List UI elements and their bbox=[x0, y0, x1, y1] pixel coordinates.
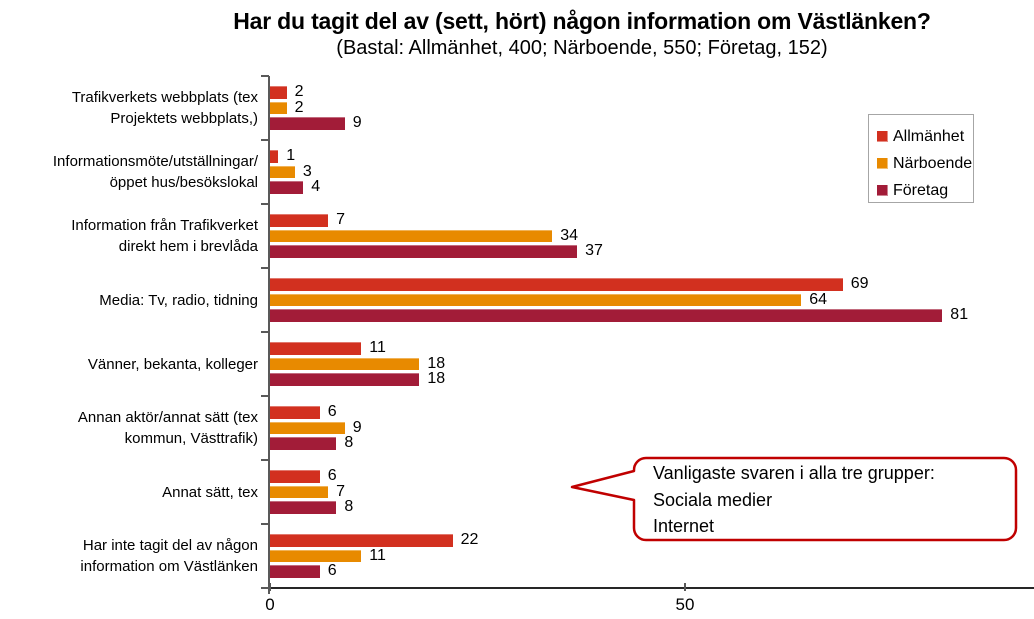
y-axis bbox=[268, 76, 270, 594]
bar-närboende bbox=[270, 549, 362, 562]
category-label: Media: Tv, radio, tidning bbox=[99, 291, 258, 309]
y-axis-tick bbox=[261, 587, 269, 589]
category-label: Annat sätt, tex bbox=[162, 483, 258, 501]
value-label: 2 bbox=[294, 98, 304, 116]
bar-allmänhet bbox=[270, 342, 362, 355]
legend-label: Allmänhet bbox=[893, 127, 965, 145]
value-label: 8 bbox=[344, 434, 354, 452]
category-label: Har inte tagit del av någon information … bbox=[80, 537, 258, 575]
bar-företag bbox=[270, 309, 943, 322]
legend-item-företag: Företag bbox=[877, 177, 973, 204]
callout-line: Vanligaste svaren i alla tre grupper: bbox=[653, 463, 935, 483]
bar-allmänhet bbox=[270, 86, 287, 99]
value-label: 64 bbox=[809, 290, 827, 308]
bar-närboende bbox=[270, 229, 553, 242]
bar-allmänhet bbox=[270, 214, 329, 227]
value-label: 11 bbox=[369, 546, 386, 564]
value-label: 81 bbox=[950, 306, 969, 324]
value-label: 11 bbox=[369, 339, 386, 357]
legend-swatch-icon bbox=[877, 131, 888, 142]
x-axis-tick bbox=[684, 583, 686, 591]
bar-närboende bbox=[270, 357, 420, 370]
y-axis-tick bbox=[261, 331, 269, 333]
value-label: 22 bbox=[460, 531, 479, 549]
value-label: 69 bbox=[850, 275, 869, 293]
value-label: 9 bbox=[352, 114, 362, 132]
legend-label: Närboende bbox=[893, 154, 973, 172]
y-axis-tick bbox=[261, 267, 269, 269]
bar-företag bbox=[270, 437, 337, 450]
callout-line: Sociala medier bbox=[653, 489, 773, 510]
category-label: Informationsmöte/utställningar/ öppet hu… bbox=[52, 153, 258, 191]
value-label: 9 bbox=[352, 418, 362, 436]
category-label: Vänner, bekanta, kolleger bbox=[87, 355, 258, 373]
bar-företag bbox=[270, 117, 345, 130]
legend-label: Företag bbox=[893, 181, 949, 199]
legend: Allmänhet Närboende Företag bbox=[868, 114, 974, 203]
value-label: 7 bbox=[336, 482, 345, 500]
x-axis bbox=[268, 586, 1034, 589]
value-label: 4 bbox=[311, 178, 321, 196]
value-label: 1 bbox=[286, 147, 296, 165]
value-label: 2 bbox=[294, 83, 304, 101]
value-label: 34 bbox=[560, 226, 578, 244]
bar-närboende bbox=[270, 293, 802, 306]
y-axis-tick bbox=[261, 139, 269, 141]
bar-allmänhet bbox=[270, 406, 320, 419]
value-label: 8 bbox=[344, 498, 354, 516]
value-label: 18 bbox=[427, 370, 446, 388]
chart-title: Har du tagit del av (sett, hört) någon i… bbox=[233, 8, 931, 34]
category-label: Annan aktör/annat sätt (tex kommun, Väst… bbox=[77, 409, 258, 447]
y-axis-tick bbox=[261, 523, 269, 525]
callout-text: Vanligaste svaren i alla tre grupper: Soc… bbox=[653, 460, 1013, 540]
bar-allmänhet bbox=[270, 470, 320, 483]
bar-närboende bbox=[270, 485, 329, 498]
value-label: 3 bbox=[302, 162, 312, 180]
bar-företag bbox=[270, 565, 320, 578]
bar-närboende bbox=[270, 165, 295, 178]
value-label: 7 bbox=[336, 211, 345, 229]
value-label: 6 bbox=[327, 467, 337, 485]
y-axis-tick bbox=[261, 395, 269, 397]
value-label: 37 bbox=[585, 242, 603, 260]
bar-närboende bbox=[270, 421, 345, 434]
category-label: Information från Trafikverket direkt hem… bbox=[71, 217, 258, 255]
value-label: 18 bbox=[427, 354, 446, 372]
bar-företag bbox=[270, 181, 304, 194]
y-axis-tick bbox=[261, 459, 269, 461]
bar-allmänhet bbox=[270, 278, 843, 291]
x-tick-label: 50 bbox=[675, 595, 695, 614]
bar-företag bbox=[270, 245, 578, 258]
y-axis-tick bbox=[261, 75, 269, 77]
bar-allmänhet bbox=[270, 150, 279, 163]
legend-swatch-icon bbox=[877, 158, 888, 169]
x-axis-tick bbox=[269, 583, 271, 591]
value-label: 6 bbox=[327, 403, 337, 421]
y-axis-tick bbox=[261, 203, 269, 205]
x-tick-label: 0 bbox=[265, 595, 275, 614]
bar-företag bbox=[270, 373, 420, 386]
category-label: Trafikverkets webbplats (tex Projektets … bbox=[71, 89, 258, 127]
callout-line: Internet bbox=[653, 516, 715, 536]
bar-företag bbox=[270, 501, 337, 514]
legend-item-närboende: Närboende bbox=[877, 150, 973, 177]
value-label: 6 bbox=[327, 562, 337, 580]
legend-swatch-icon bbox=[877, 185, 888, 196]
chart-subtitle: (Bastal: Allmänhet, 400; Närboende, 550;… bbox=[336, 37, 828, 59]
bar-närboende bbox=[270, 101, 287, 114]
legend-item-allmänhet: Allmänhet bbox=[877, 123, 973, 150]
bar-allmänhet bbox=[270, 534, 453, 547]
